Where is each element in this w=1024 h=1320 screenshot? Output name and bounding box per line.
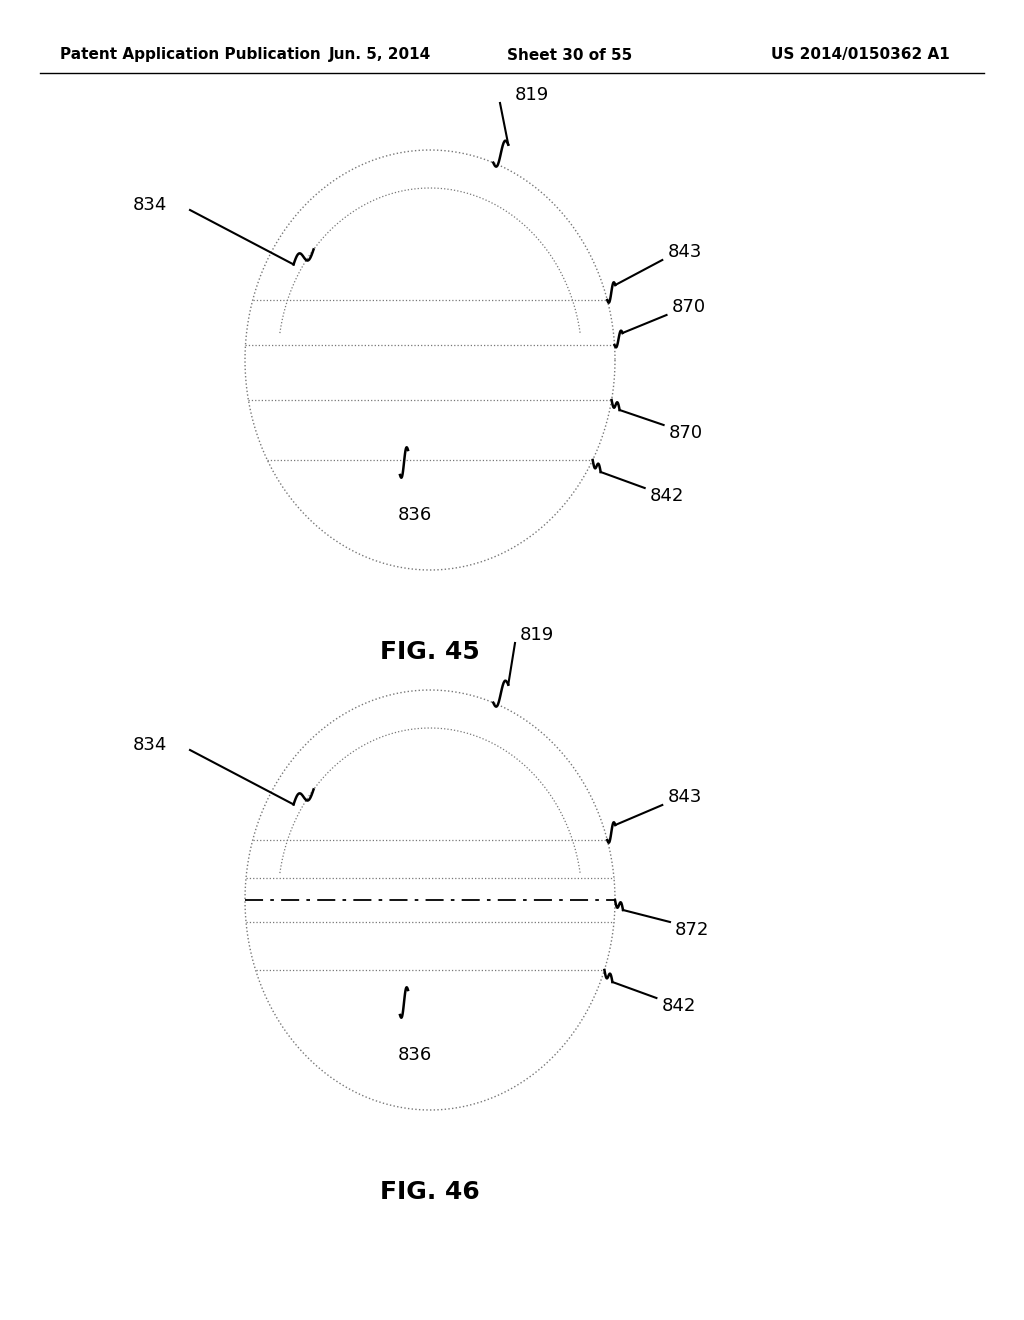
- Text: 870: 870: [672, 298, 706, 315]
- Text: FIG. 45: FIG. 45: [380, 640, 480, 664]
- Text: 834: 834: [133, 195, 167, 214]
- Text: FIG. 46: FIG. 46: [380, 1180, 480, 1204]
- Text: 836: 836: [398, 1045, 432, 1064]
- Text: Jun. 5, 2014: Jun. 5, 2014: [329, 48, 431, 62]
- Text: 842: 842: [662, 997, 695, 1015]
- Text: US 2014/0150362 A1: US 2014/0150362 A1: [771, 48, 949, 62]
- Text: 843: 843: [668, 788, 701, 807]
- Text: 834: 834: [133, 737, 167, 754]
- Text: 870: 870: [669, 424, 702, 442]
- Text: 843: 843: [668, 243, 701, 261]
- Text: 872: 872: [675, 921, 710, 939]
- Text: 819: 819: [520, 626, 554, 644]
- Text: 842: 842: [649, 487, 684, 506]
- Text: Sheet 30 of 55: Sheet 30 of 55: [507, 48, 633, 62]
- Text: Patent Application Publication: Patent Application Publication: [60, 48, 321, 62]
- Text: 819: 819: [515, 86, 549, 104]
- Text: 836: 836: [398, 506, 432, 524]
